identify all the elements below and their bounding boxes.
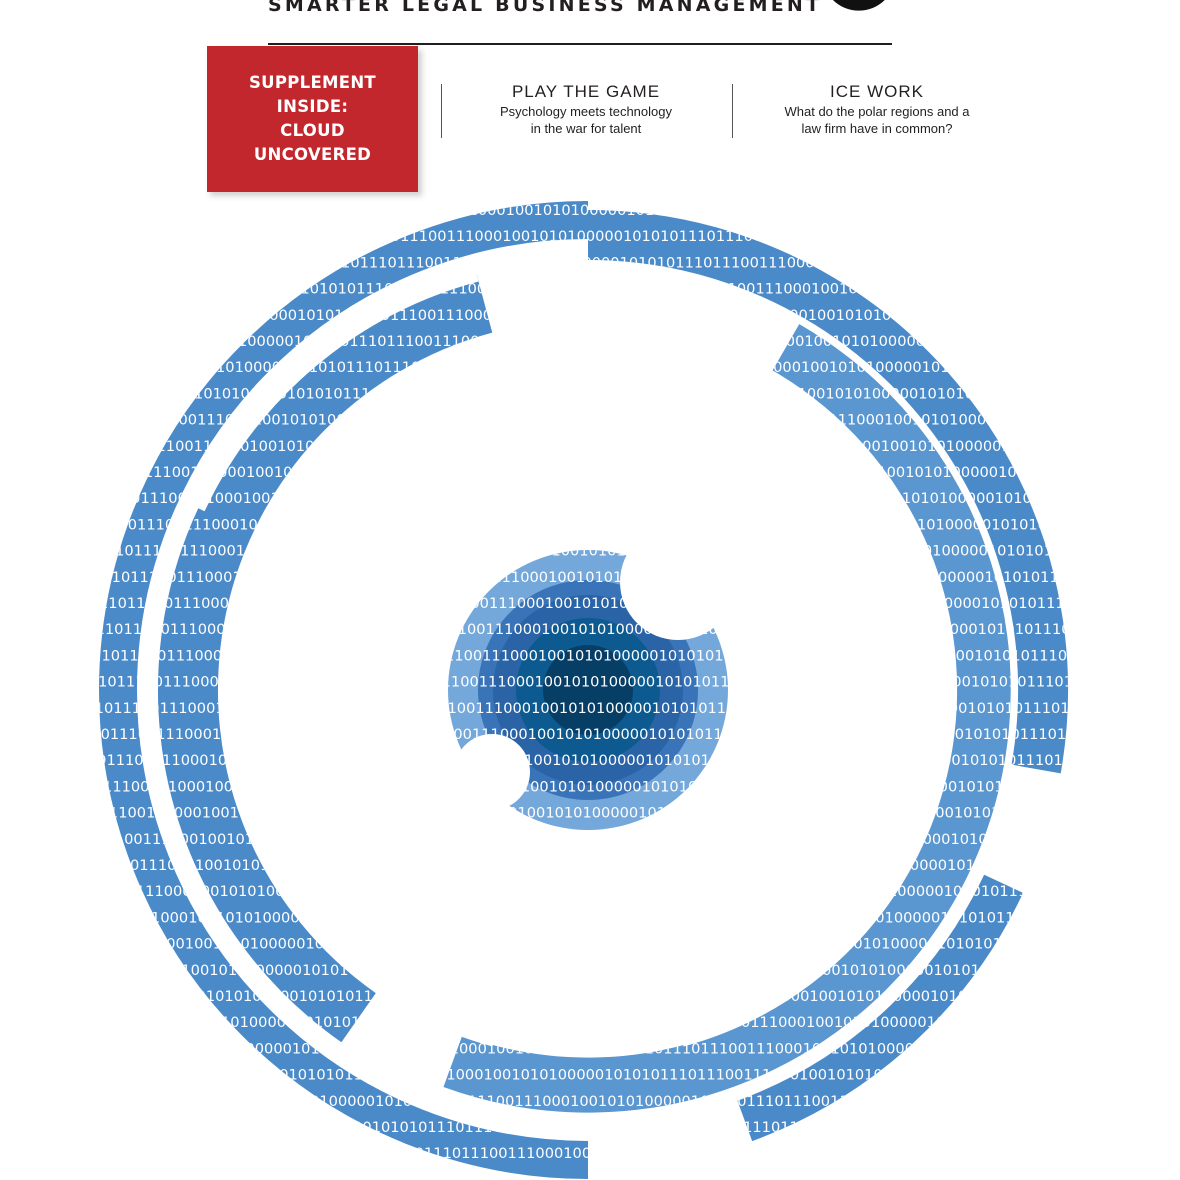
binary-row: 1010101110111001110001001010100000101010… xyxy=(0,1014,1180,1031)
teaser-text: Psychology meets technology in the war f… xyxy=(500,104,672,136)
binary-row: 1010101110111001110001001010100000101010… xyxy=(14,752,1180,769)
teaser-divider xyxy=(732,84,733,138)
teaser-play-the-game[interactable]: PLAY THE GAME Psychology meets technolog… xyxy=(476,82,696,137)
supplement-line: INSIDE: xyxy=(276,97,349,116)
binary-row: 1010101110111001110001001010100000101010… xyxy=(54,438,1180,455)
binary-row: 1010101110111001110001001010100000101010… xyxy=(44,516,1180,533)
binary-row: 1010101110111001110001001010100000101010… xyxy=(27,647,1180,664)
outer-ring-2 xyxy=(157,274,493,1043)
masthead-rule xyxy=(268,43,892,45)
teaser-title: ICE WORK xyxy=(830,82,924,101)
ring-gap xyxy=(507,797,791,924)
binary-row: 1010101110111001110001001010100000101010… xyxy=(0,359,1180,376)
outer-ring xyxy=(734,871,1024,1142)
binary-row: 1010101110111001110001001010100000101010… xyxy=(0,228,1180,245)
teaser-text: What do the polar regions and a law firm… xyxy=(784,104,970,136)
binary-row: 1010101110111001110001001010100000101010… xyxy=(0,936,1180,953)
ring-gap xyxy=(587,384,894,925)
outer-ring xyxy=(587,210,1068,774)
binary-row: 1010101110111001110001001010100000101010… xyxy=(41,543,1180,560)
binary-row: 1010101110111001110001001010100000101010… xyxy=(3,831,1180,848)
ring-gap xyxy=(218,326,527,1047)
binary-row: 1010101110111001110001001010100000101010… xyxy=(31,621,1180,638)
ring-gap xyxy=(191,267,479,512)
binary-row: 1010101110111001110001001010100000101010… xyxy=(24,674,1180,691)
binary-eye-illustration: 1010101110111001110001001010100000101010… xyxy=(0,201,1180,1179)
binary-row: 1010101110111001110001001010100000101010… xyxy=(0,333,1180,350)
binary-row: 1010101110111001110001001010100000101010… xyxy=(0,254,1180,271)
outer-ring-2 xyxy=(443,324,1011,1113)
ring-gap xyxy=(679,343,958,1047)
ring-gap xyxy=(282,425,642,996)
binary-row: 1010101110111001110001001010100000101010… xyxy=(0,202,1180,219)
ring-gap xyxy=(624,763,1019,1126)
ring-gap xyxy=(344,447,589,847)
binary-row: 1010101110111001110001001010100000101010… xyxy=(59,1093,1180,1110)
masthead-logo-fragment xyxy=(833,0,885,11)
binary-row: 1010101110111001110001001010100000101010… xyxy=(53,1145,1180,1162)
binary-row: 1010101110111001110001001010100000101010… xyxy=(0,281,1180,298)
binary-row: 1010101110111001110001001010100000101010… xyxy=(17,726,1180,743)
masthead-tagline: SMARTER LEGAL BUSINESS MANAGEMENT xyxy=(268,0,823,16)
binary-row: 1010101110111001110001001010100000101010… xyxy=(0,962,1180,979)
ring-gap xyxy=(466,503,832,934)
highlight-dot xyxy=(454,734,530,810)
binary-row: 1010101110111001110001001010100000101010… xyxy=(20,700,1180,717)
teaser-divider xyxy=(441,84,442,138)
supplement-line: UNCOVERED xyxy=(253,145,372,164)
binary-row: 1010101110111001110001001010100000101010… xyxy=(34,595,1180,612)
binary-row: 1010101110111001110001001010100000101010… xyxy=(48,490,1180,507)
binary-row: 1010101110111001110001001010100000101010… xyxy=(37,569,1180,586)
binary-row: 1010101110111001110001001010100000101010… xyxy=(0,1040,1180,1057)
pupil xyxy=(543,645,633,735)
supplement-line: CLOUD xyxy=(280,121,345,140)
outer-ring xyxy=(99,201,589,1179)
teaser-ice-work[interactable]: ICE WORK What do the polar regions and a… xyxy=(766,82,988,137)
teaser-title: PLAY THE GAME xyxy=(511,82,661,101)
binary-row: 1010101110111001110001001010100000101010… xyxy=(0,883,1180,900)
binary-row: 1010101110111001110001001010100000101010… xyxy=(56,1119,1180,1136)
supplement-banner[interactable]: SUPPLEMENT INSIDE: CLOUD UNCOVERED xyxy=(207,46,418,192)
highlight-dot xyxy=(620,524,736,640)
supplement-line: SUPPLEMENT xyxy=(248,73,376,92)
binary-row: 1010101110111001110001001010100000101010… xyxy=(0,1067,1180,1084)
binary-row: 1010101110111001110001001010100000101010… xyxy=(51,464,1180,481)
binary-row: 1010101110111001110001001010100000101010… xyxy=(0,307,1180,324)
binary-row: 1010101110111001110001001010100000101010… xyxy=(58,412,1180,429)
binary-row: 1010101110111001110001001010100000101010… xyxy=(7,805,1180,822)
binary-row: 1010101110111001110001001010100000101010… xyxy=(0,857,1180,874)
